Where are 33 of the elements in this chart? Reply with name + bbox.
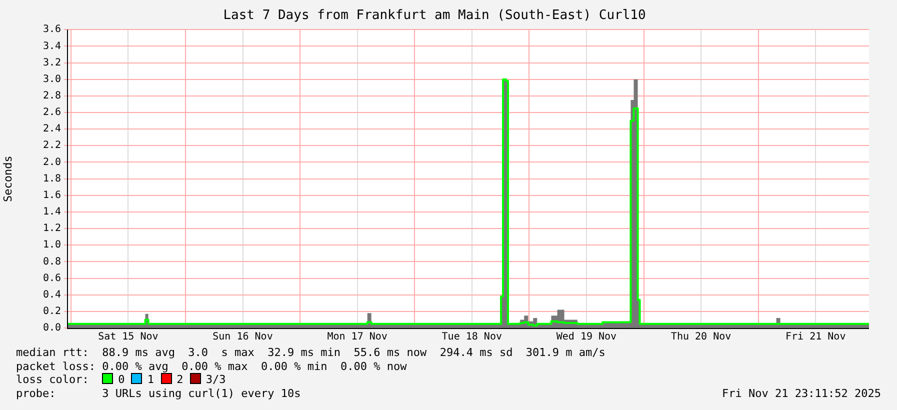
y-tick-label: 0.4 [42, 289, 61, 300]
text: probe: 3 URLs using curl(1) every 10s [16, 386, 301, 400]
y-tick-label: 2.0 [42, 156, 61, 168]
y-tick-label: 3.4 [42, 40, 61, 52]
x-tick-label: Fri 21 Nov [786, 332, 846, 343]
x-tick-label: Sat 15 Nov [98, 332, 158, 343]
y-tick-label: 2.2 [42, 140, 61, 152]
y-tick-label: 2.6 [42, 107, 61, 118]
x-tick-label: Sun 16 Nov [212, 332, 273, 343]
y-tick-label: 1.6 [42, 190, 61, 201]
text: packet loss: 0.00 % avg 0.00 % max 0.00 % min 0.00 % now [16, 360, 408, 374]
x-tick-label: Mon 17 Nov [327, 332, 388, 343]
text: loss color: 0 1 2 3/3 [16, 373, 226, 386]
x-tick-label: Tue 18 Nov [442, 332, 502, 343]
y-tick-label: 3.2 [42, 57, 61, 68]
y-tick-label: 0.6 [42, 272, 61, 284]
chart-title: Last 7 Days from Frankfurt am Main (South-East) Curl10 [223, 8, 646, 24]
y-tick-label: 0.0 [42, 322, 61, 334]
y-tick-label: 1.2 [42, 223, 61, 234]
y-tick-label: 1.4 [42, 206, 61, 218]
text: Fri Nov 21 23:11:52 2025 [722, 386, 881, 400]
y-tick-label: 1.8 [42, 173, 61, 184]
y-tick-label: 0.8 [42, 256, 61, 268]
x-tick-label: Wed 19 Nov [556, 332, 617, 343]
y-tick-label: 2.4 [42, 124, 61, 135]
y-tick-label: 3.6 [42, 24, 61, 36]
y-tick-label: 0.2 [42, 306, 61, 318]
y-axis-title: Seconds [1, 156, 14, 202]
y-tick-label: 1.0 [42, 240, 61, 251]
y-tick-label: 2.8 [42, 90, 61, 102]
text: median rtt: 88.9 ms avg 3.0 s max 32.9 ms min 55.6 ms now 294.4 ms sd 301.9 m am/s [16, 346, 606, 360]
x-tick-label: Thu 20 Nov [670, 332, 732, 343]
y-tick-label: 3.0 [42, 74, 61, 85]
